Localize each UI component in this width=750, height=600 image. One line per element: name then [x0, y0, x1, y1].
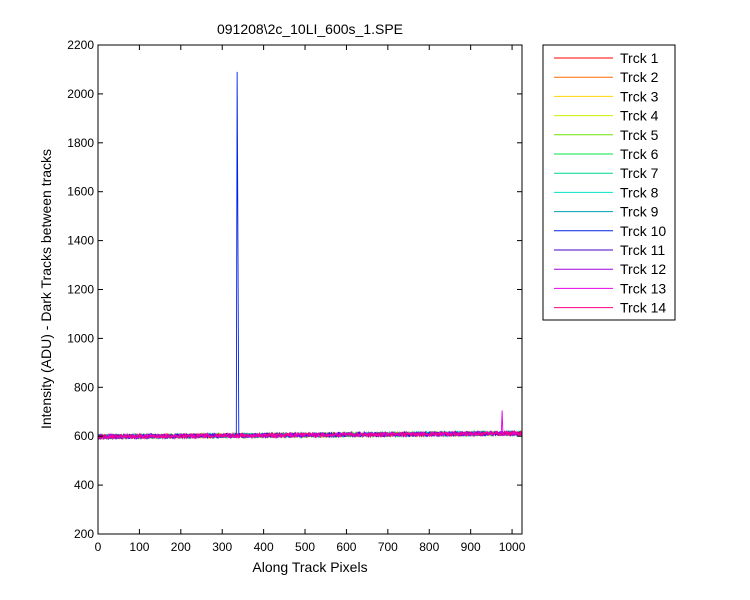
legend-label: Trck 9	[620, 204, 659, 220]
legend-label: Trck 6	[620, 146, 659, 162]
y-axis-label: Intensity (ADU) - Dark Tracks between tr…	[38, 149, 54, 429]
x-tick-label: 100	[129, 540, 149, 554]
x-tick-label: 500	[295, 540, 315, 554]
y-tick-label: 1000	[67, 331, 94, 345]
legend: Trck 1 Trck 2 Trck 3 Trck 4 Trck 5 Trck 6 Trck…	[542, 44, 676, 321]
chart-title: 091208\2c_10LI_600s_1.SPE	[217, 21, 403, 37]
x-tick-label: 700	[378, 540, 398, 554]
x-tick-label: 400	[254, 540, 274, 554]
plot-area	[98, 45, 522, 534]
x-axis: 0 100 200 300 400 500 600 700 800 900 1000	[95, 45, 526, 554]
legend-label: Trck 13	[620, 280, 666, 296]
x-tick-label: 200	[171, 540, 191, 554]
y-tick-label: 1200	[67, 283, 94, 297]
legend-items: Trck 1 Trck 2 Trck 3 Trck 4 Trck 5 Trck 6 Trck…	[554, 50, 666, 316]
legend-label: Trck 12	[620, 261, 666, 277]
x-tick-label: 600	[336, 540, 356, 554]
legend-label: Trck 11	[620, 242, 665, 258]
x-tick-label: 800	[419, 540, 439, 554]
y-tick-label: 400	[74, 478, 94, 492]
x-axis-label: Along Track Pixels	[252, 559, 367, 575]
y-tick-label: 2200	[67, 38, 94, 52]
legend-label: Trck 1	[620, 50, 659, 66]
y-tick-label: 2000	[67, 87, 94, 101]
x-tick-label: 300	[212, 540, 232, 554]
x-tick-label: 1000	[499, 540, 526, 554]
y-tick-label: 200	[74, 527, 94, 541]
legend-label: Trck 3	[620, 88, 659, 104]
y-tick-label: 1800	[67, 136, 94, 150]
legend-box	[542, 44, 676, 321]
y-tick-label: 1600	[67, 185, 94, 199]
x-tick-label: 0	[95, 540, 102, 554]
x-tick-label: 900	[461, 540, 481, 554]
legend-label: Trck 4	[620, 108, 659, 124]
y-tick-label: 600	[74, 429, 94, 443]
legend-label: Trck 10	[620, 223, 666, 239]
legend-label: Trck 14	[620, 300, 666, 316]
y-tick-label: 800	[74, 380, 94, 394]
legend-label: Trck 7	[620, 165, 659, 181]
legend-label: Trck 5	[620, 127, 659, 143]
legend-label: Trck 2	[620, 69, 659, 85]
data-layer	[97, 71, 523, 441]
legend-label: Trck 8	[620, 184, 659, 200]
y-tick-label: 1400	[67, 234, 94, 248]
series-line	[97, 429, 523, 441]
y-axis: 200 400 600 800 1000 1200 1400 1600 1800 2000 2200	[67, 38, 522, 541]
